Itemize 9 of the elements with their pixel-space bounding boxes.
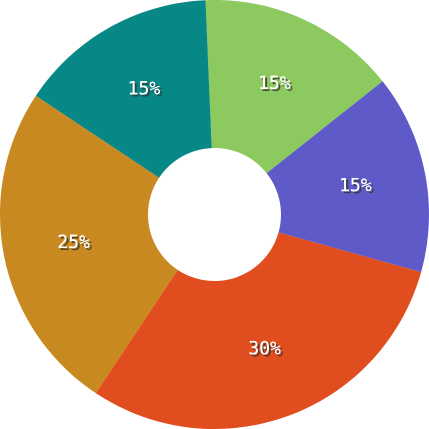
donut-slice — [96, 232, 422, 429]
data-label: 30% — [249, 340, 283, 357]
donut-slice — [206, 0, 383, 174]
data-label: 15% — [341, 178, 374, 194]
donut-slice — [36, 0, 212, 178]
data-label: 15% — [260, 76, 292, 92]
data-label: 15% — [130, 81, 162, 97]
data-label: 25% — [58, 234, 92, 250]
donut-slice — [0, 96, 178, 394]
